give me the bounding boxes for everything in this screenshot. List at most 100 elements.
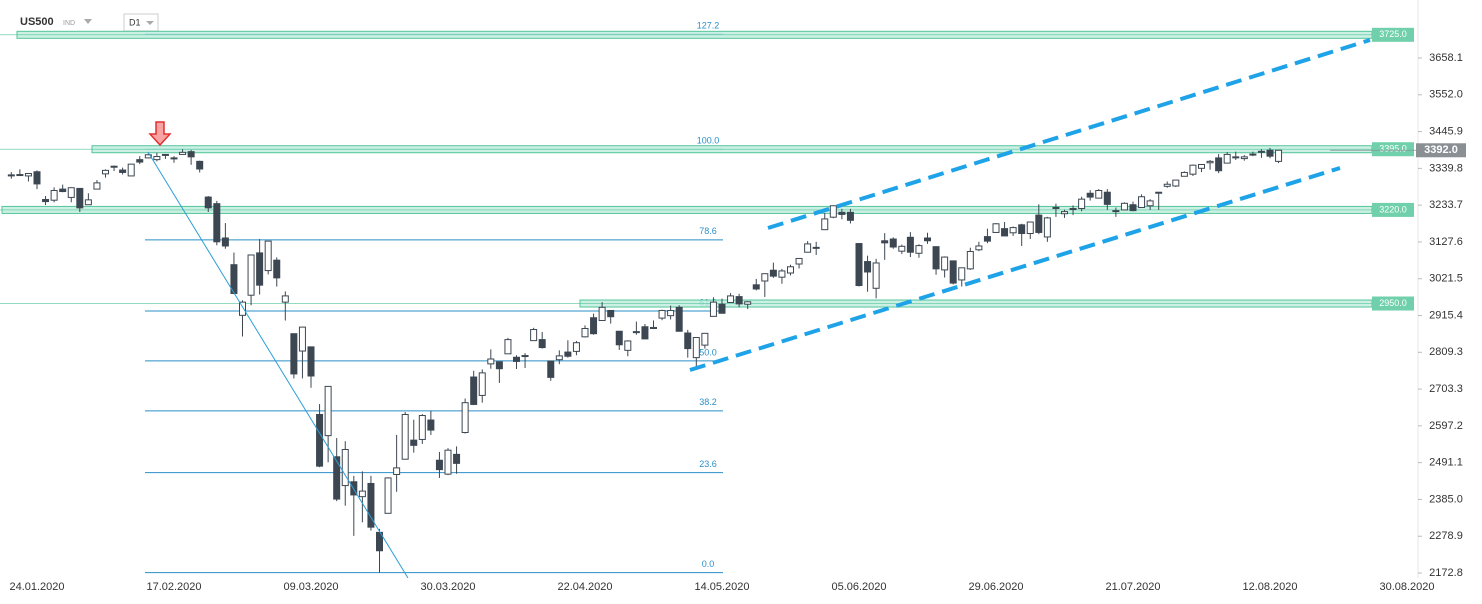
candle-body	[1095, 189, 1103, 199]
candle-body	[924, 237, 931, 242]
candle-body	[615, 330, 623, 346]
candle-body	[778, 270, 786, 278]
candle-body	[735, 296, 743, 305]
candle-body	[701, 332, 709, 346]
y-tick-label: 3552.0	[1429, 89, 1463, 101]
y-tick-label: 2278.9	[1429, 530, 1463, 542]
candle-body	[290, 333, 298, 375]
zone-label-box	[1372, 296, 1414, 311]
candle-body	[213, 203, 221, 243]
candle-body	[67, 187, 75, 198]
candle-body	[333, 456, 341, 500]
dropdown-arrow[interactable]	[84, 19, 92, 24]
candle-body	[161, 153, 169, 156]
candle-body	[1215, 157, 1223, 172]
candle-body	[572, 342, 580, 352]
fib-label: 127.2	[697, 20, 720, 30]
candle-body	[239, 301, 246, 316]
y-tick-label: 2915.4	[1429, 309, 1463, 321]
candle-body	[1069, 208, 1077, 211]
candle-body	[667, 309, 675, 317]
x-tick-label: 30.08.2020	[1379, 581, 1434, 593]
candle-body	[1189, 164, 1197, 175]
x-tick-label: 12.08.2020	[1242, 581, 1297, 593]
x-tick-label: 21.07.2020	[1105, 581, 1160, 593]
candle-body	[513, 356, 520, 362]
candle-body	[478, 372, 486, 396]
candle-body	[1206, 160, 1214, 164]
candle-body	[855, 243, 863, 286]
zone-label: 2950.0	[1379, 298, 1407, 308]
candle-body	[1086, 192, 1094, 198]
candle-body	[727, 295, 735, 303]
dropdown-arrow[interactable]	[146, 21, 154, 25]
candle-body	[393, 467, 401, 475]
candle-body	[744, 301, 752, 305]
candle-body	[341, 449, 349, 487]
candle-body	[675, 306, 683, 332]
candle-body	[932, 246, 940, 270]
candle-body	[1043, 217, 1051, 238]
candle-body	[718, 303, 726, 314]
y-tick-label: 2703.3	[1429, 383, 1463, 395]
candle-body	[1163, 183, 1171, 187]
candle-body	[119, 169, 127, 173]
zone-label-box	[1372, 27, 1414, 42]
candle-body	[1061, 211, 1068, 215]
y-tick-label: 2491.1	[1429, 457, 1463, 469]
candle-body	[170, 157, 178, 160]
y-tick-label: 3127.6	[1429, 236, 1463, 248]
y-tick-label: 2172.8	[1429, 567, 1463, 579]
candle-body	[872, 262, 880, 289]
y-tick-label: 3658.1	[1429, 52, 1463, 64]
fib-label: 38.2	[699, 397, 717, 407]
candle-body	[949, 260, 957, 284]
candle-body	[410, 439, 418, 446]
candle-body	[983, 236, 991, 242]
x-tick-label: 22.04.2020	[557, 581, 612, 593]
candle-body	[632, 331, 640, 334]
candle-body	[1172, 179, 1180, 187]
x-tick-label: 17.02.2020	[146, 581, 201, 593]
candle-body	[256, 252, 264, 286]
candle-body	[1001, 228, 1009, 237]
fib-label: 100.0	[697, 136, 720, 146]
zone-label: 3725.0	[1379, 29, 1407, 39]
candle-body	[1198, 163, 1205, 169]
candle-body	[504, 339, 512, 355]
candle-body	[650, 326, 657, 329]
candle-body	[1052, 206, 1060, 209]
zone-label-box	[1372, 142, 1414, 157]
candle-body	[906, 236, 914, 253]
candle-body	[1035, 214, 1043, 233]
y-tick-label: 2385.0	[1429, 493, 1463, 505]
candle-body	[110, 165, 118, 168]
candle-body	[692, 337, 700, 359]
candle-body	[752, 284, 760, 290]
candle-body	[769, 269, 777, 277]
candle-body	[598, 306, 606, 322]
symbol: US500	[20, 16, 54, 28]
candle-body	[641, 326, 649, 340]
candle-body	[761, 273, 769, 282]
candle-body	[1078, 198, 1086, 210]
x-tick-label: 24.01.2020	[9, 581, 64, 593]
candle-body	[401, 413, 409, 460]
candle-body	[838, 211, 846, 215]
candle-body	[530, 329, 538, 342]
candle-body	[812, 246, 820, 249]
candle-body	[50, 189, 58, 201]
candle-body	[941, 256, 949, 271]
x-tick-label: 14.05.2020	[694, 581, 749, 593]
candle-body	[24, 173, 32, 177]
x-tick-label: 29.06.2020	[968, 581, 1023, 593]
candle-body	[658, 309, 666, 319]
candle-body	[992, 223, 1000, 233]
candle-body	[435, 459, 443, 471]
candle-body	[461, 402, 469, 434]
interval[interactable]: D1	[129, 17, 141, 27]
candle-body	[1232, 156, 1240, 159]
candle-body	[795, 257, 803, 265]
candle-body	[1146, 200, 1154, 207]
candle-body	[1155, 191, 1163, 194]
